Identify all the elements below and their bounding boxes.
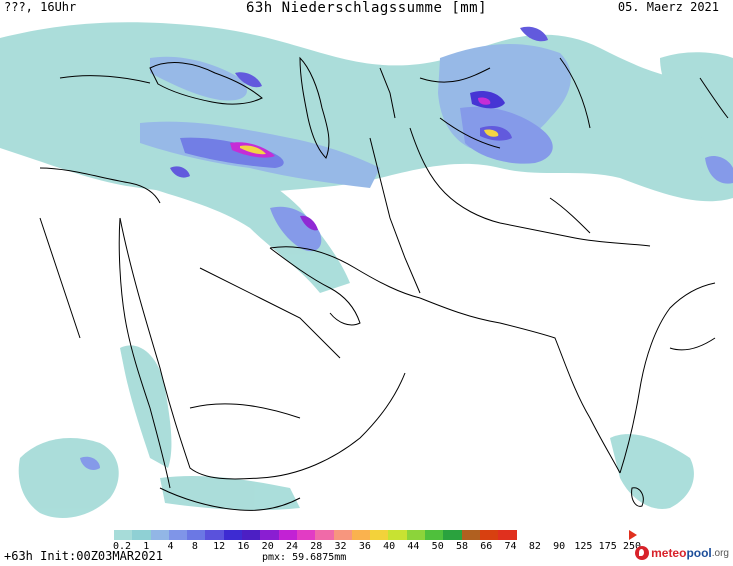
precipitation-field xyxy=(0,22,733,518)
color-scale-tick-label: 50 xyxy=(431,541,444,552)
precipitation-map xyxy=(0,18,733,528)
map-pin-icon xyxy=(635,546,650,560)
color-scale-tick-label: 0.2 xyxy=(112,541,132,552)
color-swatch xyxy=(114,530,133,540)
color-swatch xyxy=(333,530,352,540)
color-swatch xyxy=(443,530,462,540)
map-title: 63h Niederschlagssumme [mm] xyxy=(245,0,488,16)
color-scale-tick-label: 8 xyxy=(191,541,198,552)
forecast-time-label: ???, 16Uhr xyxy=(4,0,77,14)
color-swatch xyxy=(315,530,334,540)
color-scale-tick-label: 4 xyxy=(167,541,174,552)
color-swatch xyxy=(388,530,407,540)
forecast-date: 05. Maerz 2021 xyxy=(617,0,719,14)
meteopool-logo: meteo pool .org xyxy=(635,546,729,560)
color-scale-tick-label: 90 xyxy=(553,541,566,552)
logo-text-org: .org xyxy=(711,547,729,559)
color-swatch xyxy=(406,530,426,540)
color-swatch xyxy=(242,530,261,540)
color-scale-tick-label: 16 xyxy=(237,541,250,552)
color-swatch xyxy=(498,530,517,540)
color-scale-tick-label: 66 xyxy=(480,541,493,552)
color-swatch xyxy=(168,530,188,540)
color-scale-tick-label: 40 xyxy=(383,541,396,552)
color-swatch xyxy=(351,530,371,540)
color-scale-bar xyxy=(114,530,517,540)
color-swatch xyxy=(479,530,499,540)
color-swatch xyxy=(370,530,389,540)
color-swatch xyxy=(461,530,480,540)
color-scale-tick-label: 74 xyxy=(504,541,517,552)
color-swatch xyxy=(132,530,151,540)
color-swatch xyxy=(205,530,224,540)
color-scale-tick-label: 250 xyxy=(622,541,642,552)
color-swatch xyxy=(260,530,279,540)
color-swatch xyxy=(150,530,169,540)
color-swatch xyxy=(278,530,297,540)
color-scale-tick-label: 175 xyxy=(598,541,617,552)
color-scale-tick-label: 20 xyxy=(261,541,274,552)
logo-text-pool: pool xyxy=(686,546,712,560)
color-scale-tick-label: 44 xyxy=(407,541,420,552)
color-swatch xyxy=(223,530,243,540)
color-scale-tick-label: 36 xyxy=(358,541,371,552)
color-swatch xyxy=(296,530,316,540)
color-swatch xyxy=(425,530,444,540)
color-scale-arrow xyxy=(629,530,637,540)
color-scale-tick-label: 82 xyxy=(528,541,541,552)
color-scale-tick-label: 1 xyxy=(143,541,150,552)
color-scale-tick-label: 24 xyxy=(285,541,299,552)
color-scale-tick-label: 28 xyxy=(310,541,323,552)
color-swatch xyxy=(187,530,206,540)
logo-text-meteo: meteo xyxy=(651,546,687,560)
color-scale-tick-label: 12 xyxy=(213,541,226,552)
color-scale-tick-label: 125 xyxy=(574,541,593,552)
coastlines-and-borders xyxy=(39,56,729,511)
max-precip-label: pmx: 59.6875mm xyxy=(262,552,347,563)
color-scale-tick-label: 32 xyxy=(334,541,347,552)
color-scale-tick-label: 58 xyxy=(455,541,469,552)
init-time-label: +63h Init:00Z03MAR2021 xyxy=(4,549,163,563)
